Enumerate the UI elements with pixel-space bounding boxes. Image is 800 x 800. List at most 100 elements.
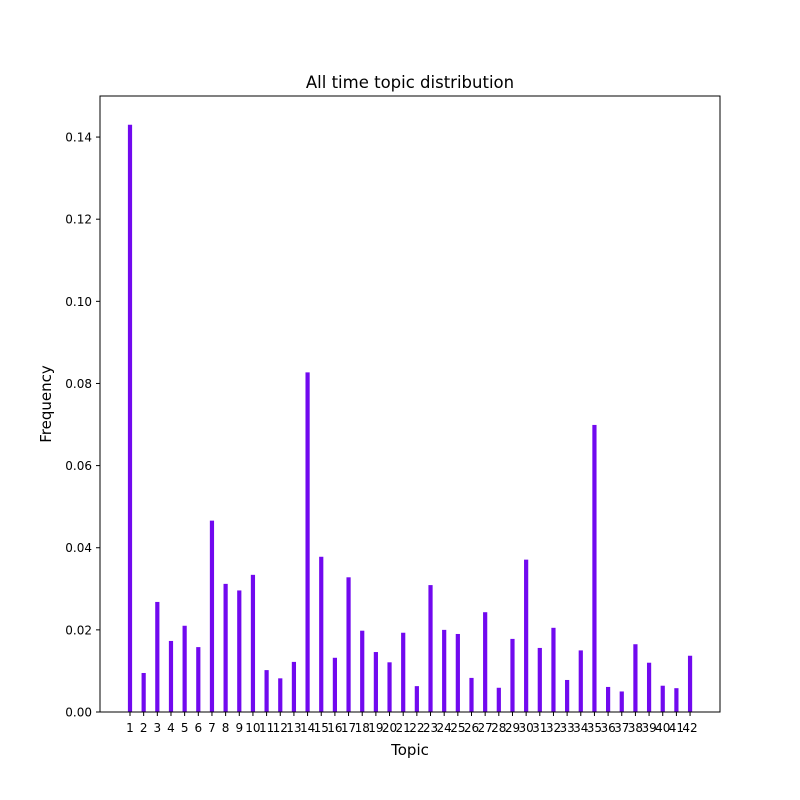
chart-title: All time topic distribution <box>306 73 514 92</box>
bar-topic-4 <box>168 640 174 712</box>
bar-topic-22 <box>414 686 419 712</box>
x-tick-label: 3 <box>153 721 161 735</box>
x-tick-label: 4 <box>167 721 175 735</box>
bar-topic-35 <box>592 424 597 712</box>
x-tick-label: 32 <box>546 721 561 735</box>
bar-topic-19 <box>373 652 378 712</box>
bar-topic-29 <box>510 638 515 712</box>
bar-topic-27 <box>483 612 488 712</box>
bar-topic-31 <box>537 647 542 712</box>
x-tick-label: 17 <box>341 721 356 735</box>
x-axis-title: Topic <box>390 741 429 759</box>
x-tick-label: 41 <box>669 721 684 735</box>
x-tick-label: 25 <box>450 721 465 735</box>
y-tick-label: 0.14 <box>65 131 92 145</box>
x-tick-label: 16 <box>327 721 342 735</box>
bar-topic-34 <box>578 650 583 712</box>
x-tick-label: 36 <box>600 721 615 735</box>
bar-topic-20 <box>387 662 392 712</box>
bar-topic-26 <box>469 677 474 712</box>
bar-topic-17 <box>346 577 351 712</box>
x-tick-label: 10 <box>245 721 260 735</box>
bar-topic-32 <box>551 627 556 712</box>
x-tick-label: 5 <box>181 721 189 735</box>
bar-topic-21 <box>401 632 406 712</box>
y-axis: 0.00 0.02 0.04 0.06 0.08 0.10 0.12 0.14 <box>65 131 100 720</box>
x-tick-label: 11 <box>259 721 274 735</box>
x-tick-label: 7 <box>208 721 216 735</box>
x-tick-label: 20 <box>382 721 397 735</box>
x-tick-label: 12 <box>273 721 288 735</box>
x-tick-label: 35 <box>587 721 602 735</box>
bar-topic-18 <box>360 630 365 712</box>
bar-topic-39 <box>646 662 652 712</box>
x-tick-label: 28 <box>491 721 506 735</box>
x-tick-label: 33 <box>559 721 574 735</box>
bar-topic-38 <box>633 644 638 712</box>
bar-topic-9 <box>237 590 242 712</box>
bar-topic-11 <box>264 670 269 712</box>
bar-topic-25 <box>455 633 460 712</box>
bar-topic-42 <box>687 655 693 712</box>
x-tick-label: 13 <box>286 721 301 735</box>
bar-topic-14 <box>305 372 310 712</box>
bar-topic-24 <box>442 629 447 712</box>
bar-topic-3 <box>155 601 160 712</box>
bar-topic-33 <box>565 679 570 712</box>
x-tick-label: 22 <box>409 721 424 735</box>
x-tick-label: 21 <box>396 721 411 735</box>
bar-topic-10 <box>250 574 256 712</box>
plot-frame <box>99 95 721 713</box>
x-tick-label: 27 <box>478 721 493 735</box>
bar-topic-37 <box>619 691 624 712</box>
y-tick-label: 0.00 <box>65 706 92 720</box>
bar-topic-8 <box>223 583 228 712</box>
bar-group <box>127 124 693 712</box>
x-tick-label: 8 <box>222 721 230 735</box>
x-tick-label: 1 <box>126 721 134 735</box>
bar-topic-40 <box>660 685 665 712</box>
y-tick-label: 0.04 <box>65 541 92 555</box>
x-tick-label: 23 <box>423 721 438 735</box>
x-tick-label: 38 <box>628 721 643 735</box>
x-tick-label: 34 <box>573 721 588 735</box>
bar-topic-15 <box>319 556 324 712</box>
y-tick-label: 0.08 <box>65 377 92 391</box>
x-tick-label: 24 <box>437 721 452 735</box>
x-tick-label: 39 <box>641 721 656 735</box>
y-axis-title: Frequency <box>37 365 55 443</box>
x-tick-label: 40 <box>655 721 670 735</box>
x-tick-label: 26 <box>464 721 479 735</box>
x-tick-label: 15 <box>314 721 329 735</box>
x-tick-label: 29 <box>505 721 520 735</box>
bar-topic-5 <box>182 625 187 712</box>
x-tick-label: 9 <box>235 721 243 735</box>
bar-topic-23 <box>428 585 433 712</box>
y-tick-label: 0.10 <box>65 295 92 309</box>
bar-topic-2 <box>141 672 146 712</box>
bar-topic-1 <box>127 124 133 712</box>
bar-topic-41 <box>674 688 679 712</box>
bar-topic-7 <box>209 520 215 712</box>
x-tick-label: 31 <box>532 721 547 735</box>
x-tick-label: 30 <box>518 721 533 735</box>
x-axis: 1 2 3 4 5 6 7 8 9 1011121314151617181920212223242… <box>126 712 698 735</box>
x-tick-label: 19 <box>368 721 383 735</box>
bar-topic-16 <box>332 657 337 712</box>
y-tick-label: 0.02 <box>65 623 92 637</box>
x-tick-label: 6 <box>194 721 202 735</box>
y-tick-label: 0.06 <box>65 459 92 473</box>
x-tick-label: 14 <box>300 721 315 735</box>
y-tick-label: 0.12 <box>65 213 92 227</box>
x-tick-label: 2 <box>140 721 148 735</box>
bar-topic-30 <box>524 559 529 712</box>
bar-topic-28 <box>496 687 501 712</box>
x-tick-label: 37 <box>614 721 629 735</box>
bar-topic-36 <box>606 686 611 712</box>
bar-topic-13 <box>291 661 297 712</box>
bar-topic-6 <box>196 647 201 712</box>
x-tick-label: 18 <box>355 721 370 735</box>
